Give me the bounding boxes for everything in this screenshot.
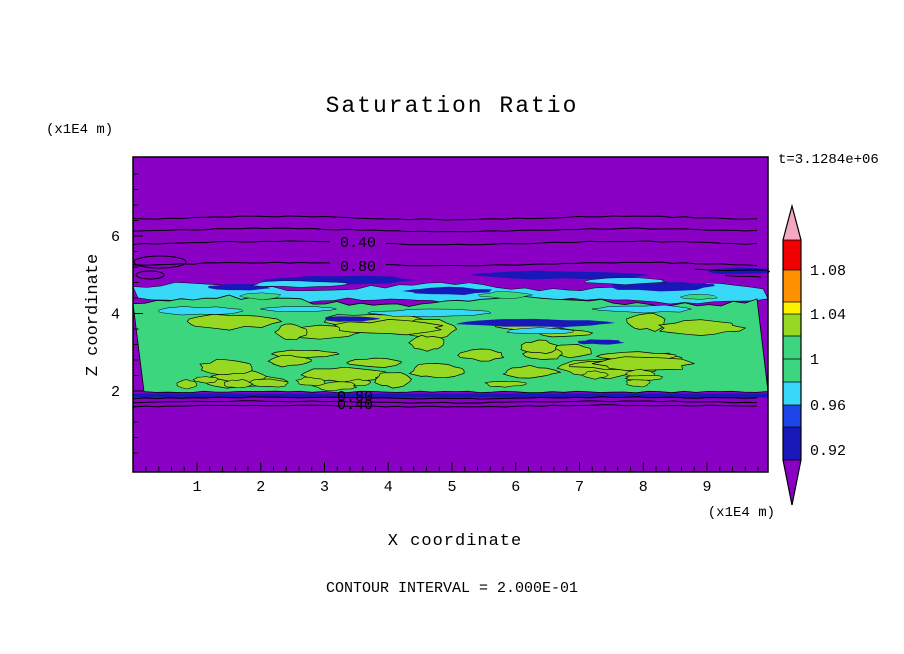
navy-streak-upper	[402, 286, 493, 295]
colorbar-top-point	[783, 206, 801, 240]
colorbar-segment-orange	[783, 270, 801, 302]
chartreuse-patch	[457, 348, 505, 362]
contour-line	[132, 400, 758, 404]
contour-interval-note: CONTOUR INTERVAL = 2.000E-01	[326, 580, 578, 597]
x-tick-label: 4	[384, 479, 393, 496]
x-tick-label: 1	[192, 479, 201, 496]
x-tick-label: 6	[511, 479, 520, 496]
green-wisp-upper	[477, 291, 533, 299]
cyan-streak-inside	[157, 306, 244, 316]
chartreuse-patch	[199, 358, 253, 375]
navy-streak-inside	[325, 316, 380, 322]
chartreuse-patch-small	[295, 376, 326, 387]
contour-line	[132, 404, 758, 408]
y-axis-unit-label: (x1E4 m)	[46, 122, 113, 138]
contour-label-lower-040: 0.40	[337, 397, 373, 414]
y-tick-label: 2	[111, 384, 120, 401]
cyan-streak-inside	[505, 327, 575, 335]
chart-title: Saturation Ratio	[326, 93, 579, 119]
axis-ticks-layer: 1 2 3 4 5 6 7 8 9 2 4 6	[111, 173, 759, 496]
x-tick-label: 3	[320, 479, 329, 496]
chartreuse-patch-small	[484, 380, 527, 388]
navy-streak-upper	[708, 267, 770, 275]
chartreuse-patch	[520, 339, 558, 354]
contour-line	[132, 396, 758, 400]
chartreuse-patch	[408, 363, 465, 379]
colorbar-bottom-point	[783, 460, 801, 505]
chartreuse-patch-small	[192, 376, 219, 384]
colorbar-segment-red	[783, 240, 801, 270]
navy-strip-lower	[133, 393, 768, 398]
chartreuse-patch	[267, 354, 312, 368]
chartreuse-patch	[626, 312, 666, 332]
x-tick-label: 8	[639, 479, 648, 496]
colorbar-label: 1.08	[810, 263, 846, 280]
cyan-streak-inside	[591, 304, 692, 314]
chartreuse-patch	[346, 357, 402, 368]
label-mask	[330, 257, 386, 273]
chartreuse-patch	[591, 356, 695, 371]
contour-line	[132, 215, 758, 221]
plot-border	[132, 156, 769, 473]
chartreuse-patch	[333, 319, 444, 336]
contour-line	[694, 268, 768, 272]
green-saturation-band-layer	[132, 294, 769, 394]
chartreuse-patch	[374, 372, 412, 389]
lower-dark-strip-layer	[133, 393, 768, 398]
x-tick-label: 2	[256, 479, 265, 496]
green-wisp-upper	[238, 292, 282, 300]
chartreuse-patch-small	[176, 379, 198, 390]
colorbar-segment-yellow	[783, 302, 801, 314]
colorbar-outline	[782, 203, 802, 506]
green-wisp-upper	[679, 293, 718, 300]
chartreuse-patch-small	[581, 370, 609, 380]
colorbar-segment-blue	[783, 405, 801, 427]
y-tick-label: 6	[111, 229, 120, 246]
navy-streak-inside	[578, 339, 625, 345]
upper-streaks-layer	[208, 267, 770, 300]
cyan-streak-inside	[367, 308, 492, 318]
x-tick-label: 5	[447, 479, 456, 496]
closed-contour-loop	[133, 255, 187, 269]
cyan-streak-upper	[583, 277, 667, 285]
x-tick-label: 9	[702, 479, 711, 496]
timestamp-label: t=3.1284e+06	[778, 152, 879, 168]
contour-label-upper-040: 0.40	[340, 235, 376, 252]
contour-label-lower-080: 0.80	[337, 389, 373, 406]
cyan-streak-upper	[251, 280, 349, 288]
contour-line	[132, 261, 758, 267]
x-axis-unit-label: (x1E4 m)	[708, 505, 775, 521]
y-tick-label: 4	[111, 307, 120, 324]
colorbar-label: 1.04	[810, 307, 846, 324]
chartreuse-patch	[657, 319, 747, 336]
chartreuse-patch	[502, 365, 562, 379]
contour-line	[724, 275, 762, 278]
chartreuse-patch-small	[223, 378, 254, 389]
colorbar-label: 0.96	[810, 398, 846, 415]
contour-line	[132, 227, 758, 233]
closed-contour-loop	[135, 270, 165, 280]
colorbar: 1.08 1.04 1 0.96 0.92	[782, 203, 846, 506]
colorbar-label: 0.92	[810, 443, 846, 460]
colorbar-segment-cyan	[783, 382, 801, 405]
chartreuse-patch-small	[624, 375, 663, 381]
navy-streak-inside	[455, 318, 616, 327]
colorbar-label: 1	[810, 352, 819, 369]
x-axis-title: X coordinate	[388, 532, 522, 551]
label-mask	[330, 233, 386, 249]
chartreuse-patch	[274, 323, 308, 341]
colorbar-segment-chartreuse	[783, 314, 801, 336]
navy-streak-upper	[469, 270, 650, 280]
cyan-streak-inside	[260, 306, 337, 313]
y-axis-title: Z coordinate	[84, 254, 103, 376]
colorbar-segment-navy	[783, 427, 801, 460]
contour-lines-layer	[132, 215, 768, 408]
contour-line	[132, 240, 758, 246]
chartreuse-patch	[186, 314, 283, 331]
contour-label-upper-080: 0.80	[340, 259, 376, 276]
chartreuse-patch	[408, 334, 445, 352]
x-tick-label: 7	[575, 479, 584, 496]
